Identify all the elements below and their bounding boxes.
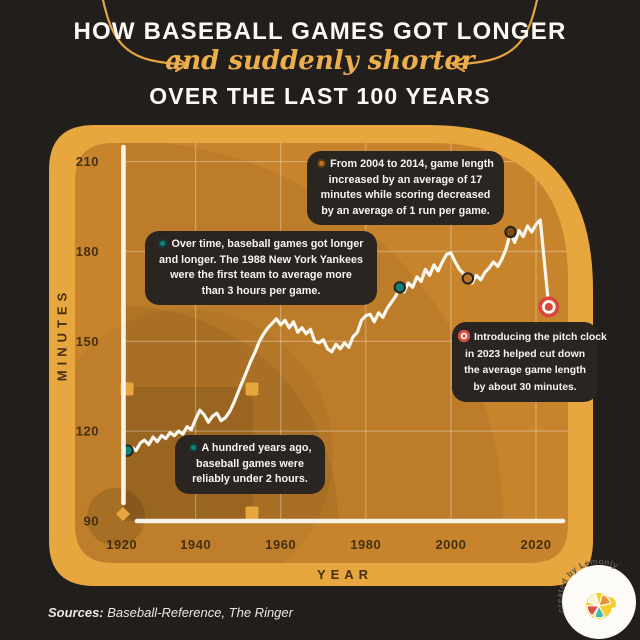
x-tick-label-1980: 1980 — [350, 537, 381, 552]
orange-marker-icon — [461, 272, 475, 285]
callout-text: increased by an average of 17 minutes wh… — [320, 173, 491, 217]
orange-dot-icon — [317, 159, 327, 168]
sources-label: Sources: — [48, 605, 104, 620]
page-title-line1: HOW BASEBALL GAMES GOT LONGER — [73, 18, 567, 45]
target-icon — [458, 330, 470, 342]
page-title-line2: OVER THE LAST 100 YEARS — [149, 83, 491, 109]
lemon-logo-icon — [586, 593, 616, 619]
sources-text: Baseball-Reference, The Ringer — [107, 605, 293, 620]
x-tick-label-2000: 2000 — [435, 537, 466, 552]
brown-marker-icon — [504, 225, 517, 239]
lemonly-badge: created by Lemonly — [555, 557, 636, 639]
teal-marker-icon — [393, 281, 406, 294]
callout-text: and longer. The 1988 New York Yankees we… — [158, 253, 364, 297]
y-tick-label-180: 180 — [76, 244, 99, 259]
x-tick-label-1940: 1940 — [180, 537, 211, 552]
base-icon — [245, 382, 259, 396]
page-subtitle-script: and suddenly shorter — [165, 46, 475, 76]
axis-ticks: 90 120 150 180 210 1920 1940 1960 1980 2000 2020 — [76, 154, 552, 552]
left-swash-arrow-icon — [101, 0, 189, 73]
y-tick-label-210: 210 — [76, 154, 99, 169]
y-axis-title: MINUTES — [54, 287, 70, 382]
callout-hundred-years: A hundred years ago, baseball games were… — [175, 435, 325, 494]
y-tick-label-150: 150 — [76, 334, 99, 349]
right-swash-arrow-icon — [451, 0, 539, 73]
teal-dot-icon — [188, 443, 198, 452]
home-plate-icon — [116, 507, 130, 521]
callout-pitch-clock: Introducing the pitch clock in 2023 help… — [452, 322, 607, 402]
x-tick-label-1960: 1960 — [265, 537, 296, 552]
callout-text: baseball games were reliably under 2 hou… — [192, 457, 308, 486]
teal-dot-icon — [158, 239, 168, 248]
x-tick-label-1920: 1920 — [106, 537, 137, 552]
callout-text: in 2023 helped cut down the average game… — [464, 348, 586, 393]
sources-line: Sources: Baseball-Reference, The Ringer — [48, 605, 293, 620]
target-marker-icon — [544, 302, 553, 311]
x-tick-label-2020: 2020 — [521, 537, 552, 552]
callout-text: Introducing the pitch clock — [474, 332, 607, 343]
base-icon — [245, 506, 259, 520]
game-length-line — [121, 218, 551, 456]
callout-text: A hundred years ago, — [201, 442, 312, 454]
callout-text: From 2004 to 2014, game length — [330, 158, 494, 170]
callout-longer: Over time, baseball games got longer and… — [145, 231, 377, 306]
callout-scoring: From 2004 to 2014, game length increased… — [307, 151, 504, 226]
y-tick-label-90: 90 — [84, 514, 99, 529]
header-decoration — [101, 0, 539, 73]
x-axis-title: YEAR — [316, 567, 374, 582]
callout-text: Over time, baseball games got longer — [171, 238, 364, 250]
y-tick-label-120: 120 — [76, 424, 99, 439]
